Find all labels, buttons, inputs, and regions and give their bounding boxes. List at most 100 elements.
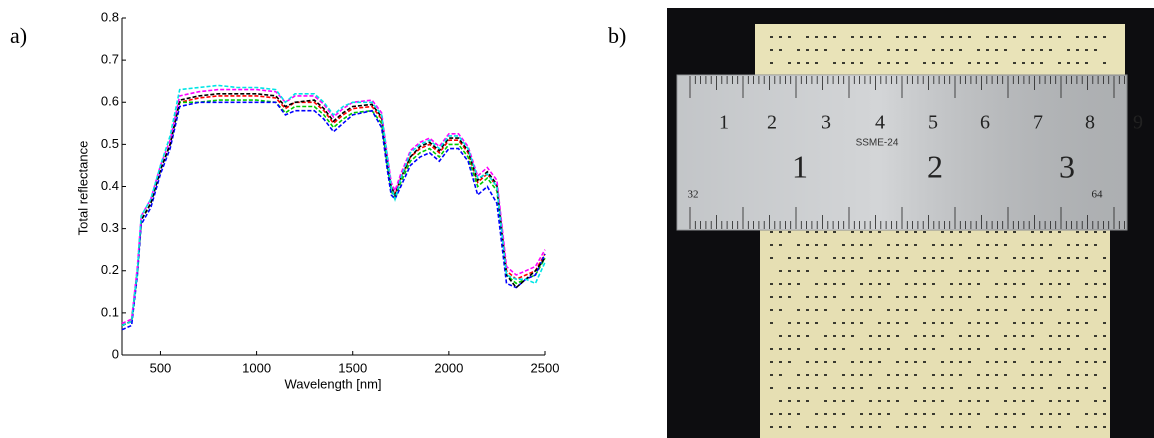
dot [896,257,899,259]
dot [1022,257,1025,259]
dot [833,426,836,428]
dot [986,231,989,233]
dot [896,322,899,324]
dot [860,413,863,415]
dot [905,36,908,38]
dot [887,387,890,389]
dot [986,309,989,311]
dot [1085,231,1088,233]
dot [905,257,908,259]
dot [1022,335,1025,337]
y-tick-label: 0.2 [101,262,119,277]
dot [833,36,836,38]
dot [941,335,944,337]
dot [1013,257,1016,259]
dot [815,296,818,298]
dot [1013,348,1016,350]
dot [833,270,836,272]
dot [1103,413,1106,415]
dot [1076,36,1079,38]
dot [1031,244,1034,246]
dot [950,361,953,363]
dot [779,296,782,298]
dot [788,426,791,428]
dot [824,361,827,363]
dot [905,296,908,298]
dot [770,36,773,38]
y-tick-label: 0.6 [101,94,119,109]
inch-label: 6 [980,112,990,134]
dot [977,283,980,285]
y-tick-label: 0.3 [101,220,119,235]
dot [905,387,908,389]
dot [1022,413,1025,415]
dot [878,400,881,402]
dot [905,413,908,415]
dot [860,387,863,389]
dot [1049,270,1052,272]
inch-label: 9 [1133,112,1143,134]
dot [806,36,809,38]
dot [1076,309,1079,311]
dot [851,426,854,428]
series-line [121,101,546,331]
dot [815,36,818,38]
dot [923,283,926,285]
small-label: 64 [1092,189,1104,201]
dot [824,413,827,415]
dot [833,296,836,298]
dot [1067,62,1070,64]
ruler-model: SSME-24 [856,138,899,149]
dot [878,36,881,38]
dot [1040,309,1043,311]
ruler-labels: 1 2 3 4 5 6 7 8 91 2 332 64 [688,112,1144,201]
dot [788,283,791,285]
dot [815,374,818,376]
dot [824,426,827,428]
dot [797,62,800,64]
dot [1013,335,1016,337]
panel-label: a) [10,23,27,48]
dot [1058,387,1061,389]
dot [1040,361,1043,363]
dot [986,426,989,428]
dot [1031,387,1034,389]
dot [869,335,872,337]
dot [824,374,827,376]
dot [941,49,944,51]
dot [950,36,953,38]
dot [977,348,980,350]
dot [887,257,890,259]
dot [914,426,917,428]
dot [1049,426,1052,428]
dot [941,244,944,246]
dot [1058,270,1061,272]
dot [1094,335,1097,337]
dot [1076,257,1079,259]
dot [905,374,908,376]
dot [905,426,908,428]
dot [941,36,944,38]
cm-label: 3 [1059,148,1075,184]
dot [995,361,998,363]
dot [986,374,989,376]
dot [878,283,881,285]
dot [887,374,890,376]
dot [1004,413,1007,415]
cm-label: 2 [927,148,943,184]
dot [1085,257,1088,259]
dot [896,400,899,402]
dot [1085,413,1088,415]
dot [986,49,989,51]
dot [851,296,854,298]
dot [1049,231,1052,233]
dot [1013,400,1016,402]
dot [1094,413,1097,415]
dot [887,49,890,51]
x-tick-label: 500 [150,360,172,375]
dot [1067,322,1070,324]
dot [1013,361,1016,363]
dot [770,283,773,285]
dot [1013,270,1016,272]
dot [1013,283,1016,285]
